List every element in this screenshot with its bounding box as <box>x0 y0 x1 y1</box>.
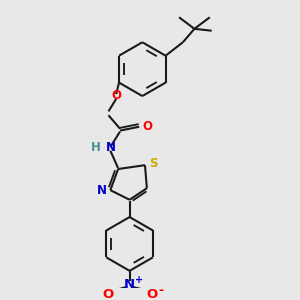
Text: -: - <box>158 284 164 298</box>
Text: O: O <box>102 288 113 300</box>
Text: H: H <box>91 141 101 154</box>
Text: N: N <box>105 141 116 154</box>
Text: N: N <box>97 184 106 197</box>
Text: S: S <box>149 157 157 170</box>
Text: O: O <box>111 88 121 102</box>
Text: +: + <box>135 275 143 285</box>
Text: O: O <box>142 120 152 133</box>
Text: O: O <box>146 288 157 300</box>
Text: N: N <box>124 278 135 291</box>
